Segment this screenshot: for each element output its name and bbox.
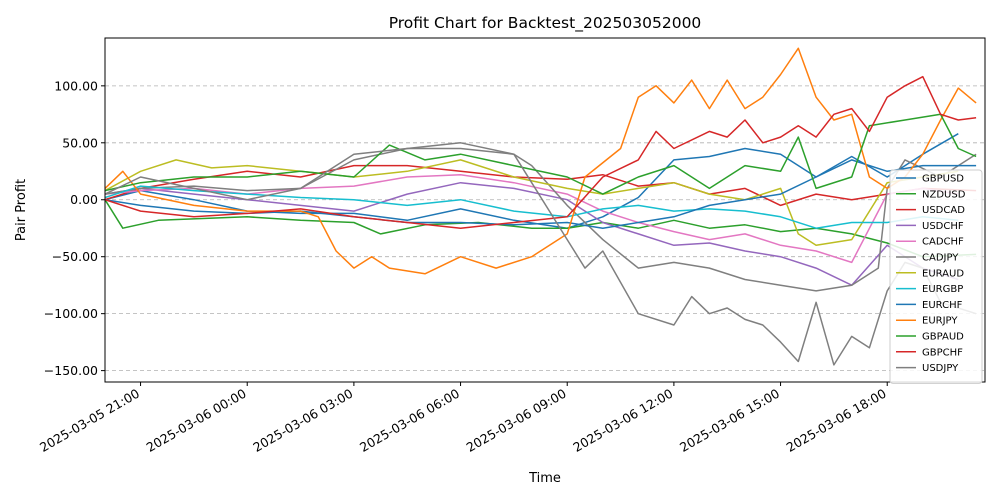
legend-label: CADJPY [922,253,959,264]
series-line-gbpchf [105,75,977,229]
series-line-cadjpy [105,142,977,292]
legend-label: EURCHF [922,300,963,311]
legend-label: EURJPY [922,316,958,327]
legend-label: EURGBP [922,284,963,295]
series-line-usdcad [105,164,977,207]
chart-title: Profit Chart for Backtest_202503052000 [389,14,702,33]
legend-label: USDCAD [922,205,965,216]
y-tick-label: −150.00 [44,363,98,378]
series-lines [105,47,977,366]
y-tick-label: 100.00 [54,78,98,93]
legend: GBPUSD NZDUSD USDCAD USDCHF CADCHF CADJPY EURA… [889,169,983,384]
legend-label: NZDUSD [922,189,966,200]
series-line-gbpaud [105,113,977,195]
legend-label: CADCHF [922,237,964,248]
y-tick-label: 0.00 [70,192,98,207]
legend-label: GBPCHF [922,347,963,358]
legend-label: GBPAUD [922,332,964,343]
y-tick-label: −100.00 [44,306,98,321]
legend-label: USDCHF [922,221,964,232]
series-line-eurjpy [105,47,977,275]
y-tick-label: −50.00 [52,249,98,264]
series-line-cadchf [105,173,959,264]
legend-box [889,169,983,384]
legend-label: USDJPY [922,363,959,374]
series-line-usdjpy [105,147,977,366]
y-axis-label: Pair Profit [14,179,29,241]
legend-label: GBPUSD [922,174,964,185]
legend-label: EURAUD [922,268,964,279]
y-axis: −150.00 −100.00 −50.00 0.00 50.00 100.00 [44,78,105,378]
series-line-usdchf [105,181,959,286]
y-tick-label: 50.00 [62,135,98,150]
plot-area-frame [104,37,986,383]
x-axis-label: Time [528,471,561,486]
